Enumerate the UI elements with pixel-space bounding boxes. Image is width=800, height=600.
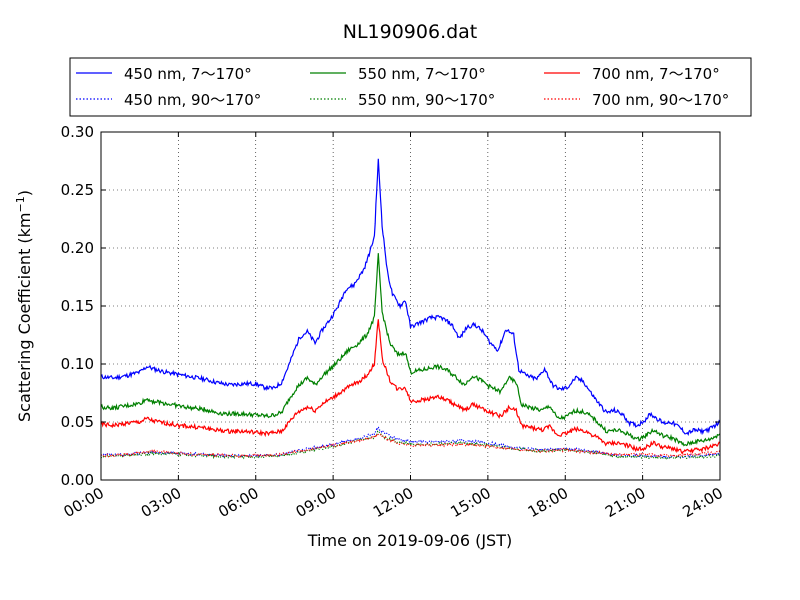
y-tick-label: 0.10 [61,355,94,373]
legend-label: 450 nm, 7～170° [124,65,252,83]
y-tick-label: 0.20 [61,239,94,257]
series-layer [100,158,721,460]
legend-label: 550 nm, 90～170° [358,91,495,109]
legend: 450 nm, 7～170° 450 nm, 90～170° 550 nm, 7～1… [76,65,729,109]
y-tick-label: 0.25 [61,181,94,199]
legend-label: 700 nm, 7～170° [592,65,720,83]
legend-label: 700 nm, 90～170° [592,91,729,109]
chart-title: NL190906.dat [343,21,478,43]
legend-label: 450 nm, 90～170° [124,91,261,109]
y-tick-label: 0.15 [61,297,94,315]
series-line-2 [100,253,721,447]
y-axis-label: Scattering Coefficient (km−1) [14,190,34,422]
x-axis-label: Time on 2019-09-06 (JST) [307,531,512,550]
series-line-1 [100,424,721,460]
series-line-0 [100,158,721,436]
y-tick-label: 0.30 [61,123,94,141]
legend-box [69,57,752,117]
y-axis-label-superscript: −1 [14,196,27,212]
y-axis-label-close: ) [15,190,34,196]
y-tick-label: 0.00 [61,471,94,489]
y-axis-label-main: Scattering Coefficient (km [15,212,34,422]
legend-label: 550 nm, 7～170° [358,65,486,83]
y-axis-ticks: 0.00 0.05 0.10 0.15 0.20 0.25 0.30 [61,123,720,489]
series-line-4 [100,319,721,455]
y-tick-label: 0.05 [61,413,94,431]
